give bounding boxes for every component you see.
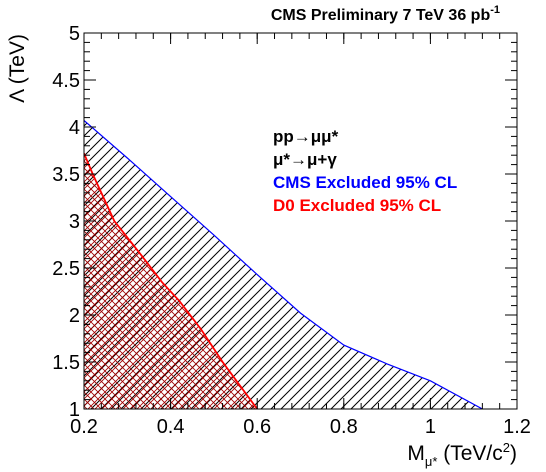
axis-tick-labels: 0.2 0.4 0.6 0.8 1 1.2 1 1.5 2 2.5 3 3.5 4 4.5 5 xyxy=(52,23,531,438)
plot-lines xyxy=(84,119,483,409)
exclusion-area-d0 xyxy=(84,153,258,409)
legend-entry-cms: CMS Excluded 95% CL xyxy=(273,173,457,192)
y-tick-label: 3.5 xyxy=(52,164,80,186)
y-tick-label: 3 xyxy=(69,211,80,233)
y-tick-label: 1.5 xyxy=(52,352,80,374)
y-tick-label: 2.5 xyxy=(52,258,80,280)
x-tick-label: 1 xyxy=(425,416,436,438)
exclusion-line-d0 xyxy=(84,152,258,409)
legend-process-line2: μ*→μ+γ xyxy=(273,150,337,169)
legend-entry-d0: D0 Excluded 95% CL xyxy=(273,196,441,215)
y-axis-title: Λ (TeV) xyxy=(6,34,29,103)
x-tick-label: 0.8 xyxy=(330,416,358,438)
x-tick-label: 0.2 xyxy=(70,416,98,438)
y-tick-label: 1 xyxy=(69,399,80,421)
axis-ticks xyxy=(83,32,518,410)
y-tick-label: 2 xyxy=(69,305,80,327)
x-axis-title: Mμ* (TeV/c2) xyxy=(407,440,517,469)
y-tick-label: 4.5 xyxy=(52,70,80,92)
chart-title: CMS Preliminary 7 TeV 36 pb-1 xyxy=(271,4,500,24)
x-tick-label: 0.4 xyxy=(157,416,185,438)
x-tick-label: 1.2 xyxy=(503,416,531,438)
legend: pp→μμ* μ*→μ+γ CMS Excluded 95% CL D0 Exc… xyxy=(273,127,457,215)
y-tick-label: 4 xyxy=(69,117,80,139)
legend-process-line1: pp→μμ* xyxy=(273,127,339,146)
y-tick-label: 5 xyxy=(69,23,80,45)
x-tick-label: 0.6 xyxy=(243,416,271,438)
exclusion-line-cms xyxy=(84,119,483,409)
plot-areas xyxy=(84,120,483,409)
